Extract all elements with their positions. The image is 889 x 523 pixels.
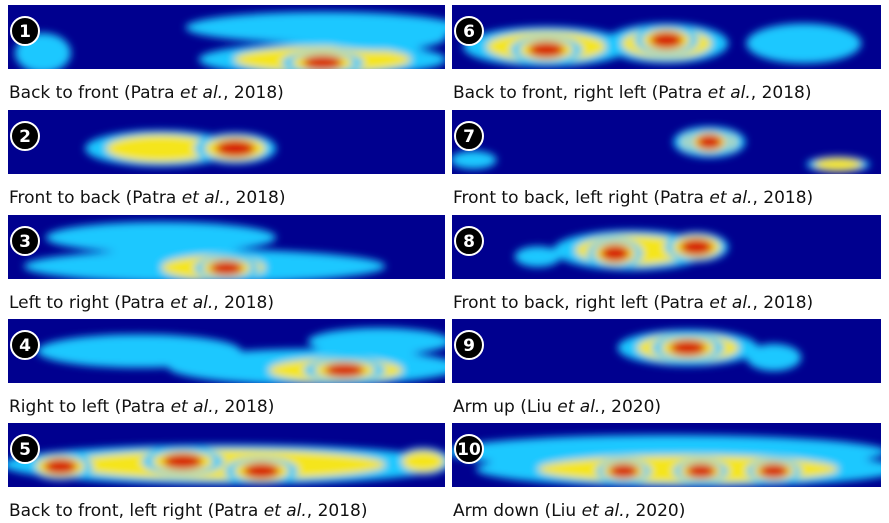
caption-part: , 2018)	[752, 293, 813, 313]
heat-blob	[215, 140, 255, 157]
panel: 4 Right to left (Patra et al., 2018)	[8, 319, 460, 417]
panel-number: 4	[19, 336, 31, 356]
caption-part: Front to back (Patra	[9, 188, 182, 208]
heat-blob	[163, 454, 203, 470]
heatmap	[463, 23, 861, 66]
caption: Front to back, left right (Patra et al.,…	[453, 188, 813, 208]
caption-part: Back to front (Patra	[9, 83, 180, 103]
heat-blob	[44, 459, 77, 475]
heat-blob	[450, 151, 496, 169]
heat-blob	[650, 32, 683, 49]
heat-blob	[600, 245, 629, 262]
heat-blob	[528, 42, 564, 58]
heat-blob	[312, 23, 446, 50]
caption-part: Back to front, right left (Patra	[453, 83, 708, 103]
caption: Front to back, right left (Patra et al.,…	[453, 293, 813, 313]
panel-number: 10	[457, 440, 481, 460]
caption-part: , 2018)	[213, 293, 274, 313]
caption-part: et al.	[557, 397, 600, 417]
heat-blob	[814, 158, 862, 171]
heat-blob	[746, 23, 861, 63]
caption-part: Front to back, left right (Patra	[453, 188, 709, 208]
panel-number: 9	[463, 336, 475, 356]
figure: 1Back to front (Patra et al., 2018)6Back…	[0, 0, 889, 523]
panel: 10 Arm down (Liu et al., 2020)	[446, 423, 889, 521]
panel-number: 1	[19, 22, 31, 42]
caption-part: , 2020)	[625, 501, 686, 521]
heat-blob	[515, 246, 561, 267]
caption-part: , 2018)	[752, 188, 813, 208]
heat-blob	[402, 451, 445, 472]
heat-blob	[759, 464, 788, 478]
heat-blob	[686, 464, 715, 478]
caption: Arm up (Liu et al., 2020)	[453, 397, 661, 417]
panel-number: 2	[19, 127, 31, 147]
caption-part: et al.	[170, 293, 213, 313]
caption-part: et al.	[709, 188, 752, 208]
caption: Arm down (Liu et al., 2020)	[453, 501, 685, 521]
caption: Back to front, right left (Patra et al.,…	[453, 83, 812, 103]
heat-blob	[670, 340, 706, 356]
panel-number: 8	[463, 232, 475, 252]
caption-part: Arm down (Liu	[453, 501, 582, 521]
panel: 5 Back to front, left right (Patra et al.…	[2, 423, 451, 521]
caption-part: Back to front, left right (Patra	[9, 501, 264, 521]
panel: 8 Front to back, right left (Patra et al.…	[452, 215, 881, 313]
caption-part: et al.	[708, 83, 751, 103]
caption-part: , 2018)	[214, 397, 275, 417]
caption-part: et al.	[709, 293, 752, 313]
caption: Left to right (Patra et al., 2018)	[9, 293, 274, 313]
caption-part: , 2018)	[307, 501, 368, 521]
heatmap	[2, 445, 451, 485]
heatmap	[85, 130, 276, 166]
caption: Front to back (Patra et al., 2018)	[9, 188, 286, 208]
panel: 3 Left to right (Patra et al., 2018)	[8, 215, 445, 313]
caption-part: et al.	[582, 501, 625, 521]
caption-part: Arm up (Liu	[453, 397, 557, 417]
heat-blob	[46, 222, 277, 253]
caption-part: et al.	[182, 188, 225, 208]
caption-part: , 2018)	[225, 188, 286, 208]
panel-number: 5	[19, 440, 31, 460]
caption: Right to left (Patra et al., 2018)	[9, 397, 274, 417]
panel: 9 Arm up (Liu et al., 2020)	[452, 319, 881, 417]
caption: Back to front, left right (Patra et al.,…	[9, 501, 368, 521]
heat-blob	[680, 239, 713, 256]
heat-blob	[68, 449, 386, 479]
caption-part: Right to left (Patra	[9, 397, 171, 417]
caption-part: , 2020)	[600, 397, 661, 417]
caption-part: et al.	[180, 83, 223, 103]
caption-part: Left to right (Patra	[9, 293, 170, 313]
heat-blob	[609, 464, 638, 478]
panel: 7 Front to back, left right (Patra et al.…	[450, 110, 881, 208]
panel-number: 3	[19, 232, 31, 252]
caption-part: et al.	[264, 501, 307, 521]
caption-part: Front to back, right left (Patra	[453, 293, 709, 313]
heat-blob	[697, 134, 723, 149]
panel-number: 6	[463, 22, 475, 42]
heat-blob	[243, 463, 279, 479]
heat-blob	[210, 261, 243, 275]
heat-blob	[746, 344, 801, 371]
heat-blob	[325, 363, 365, 377]
panel: 2 Front to back (Patra et al., 2018)	[8, 110, 445, 208]
panel-number: 7	[463, 127, 475, 147]
caption-part: , 2018)	[223, 83, 284, 103]
heat-blob	[303, 56, 343, 70]
heat-blob	[308, 328, 451, 355]
panel: 6 Back to front, right left (Patra et al.…	[452, 5, 881, 103]
panel: 1 Back to front (Patra et al., 2018)	[8, 5, 460, 103]
caption-part: et al.	[171, 397, 214, 417]
caption: Back to front (Patra et al., 2018)	[9, 83, 284, 103]
caption-part: , 2018)	[751, 83, 812, 103]
